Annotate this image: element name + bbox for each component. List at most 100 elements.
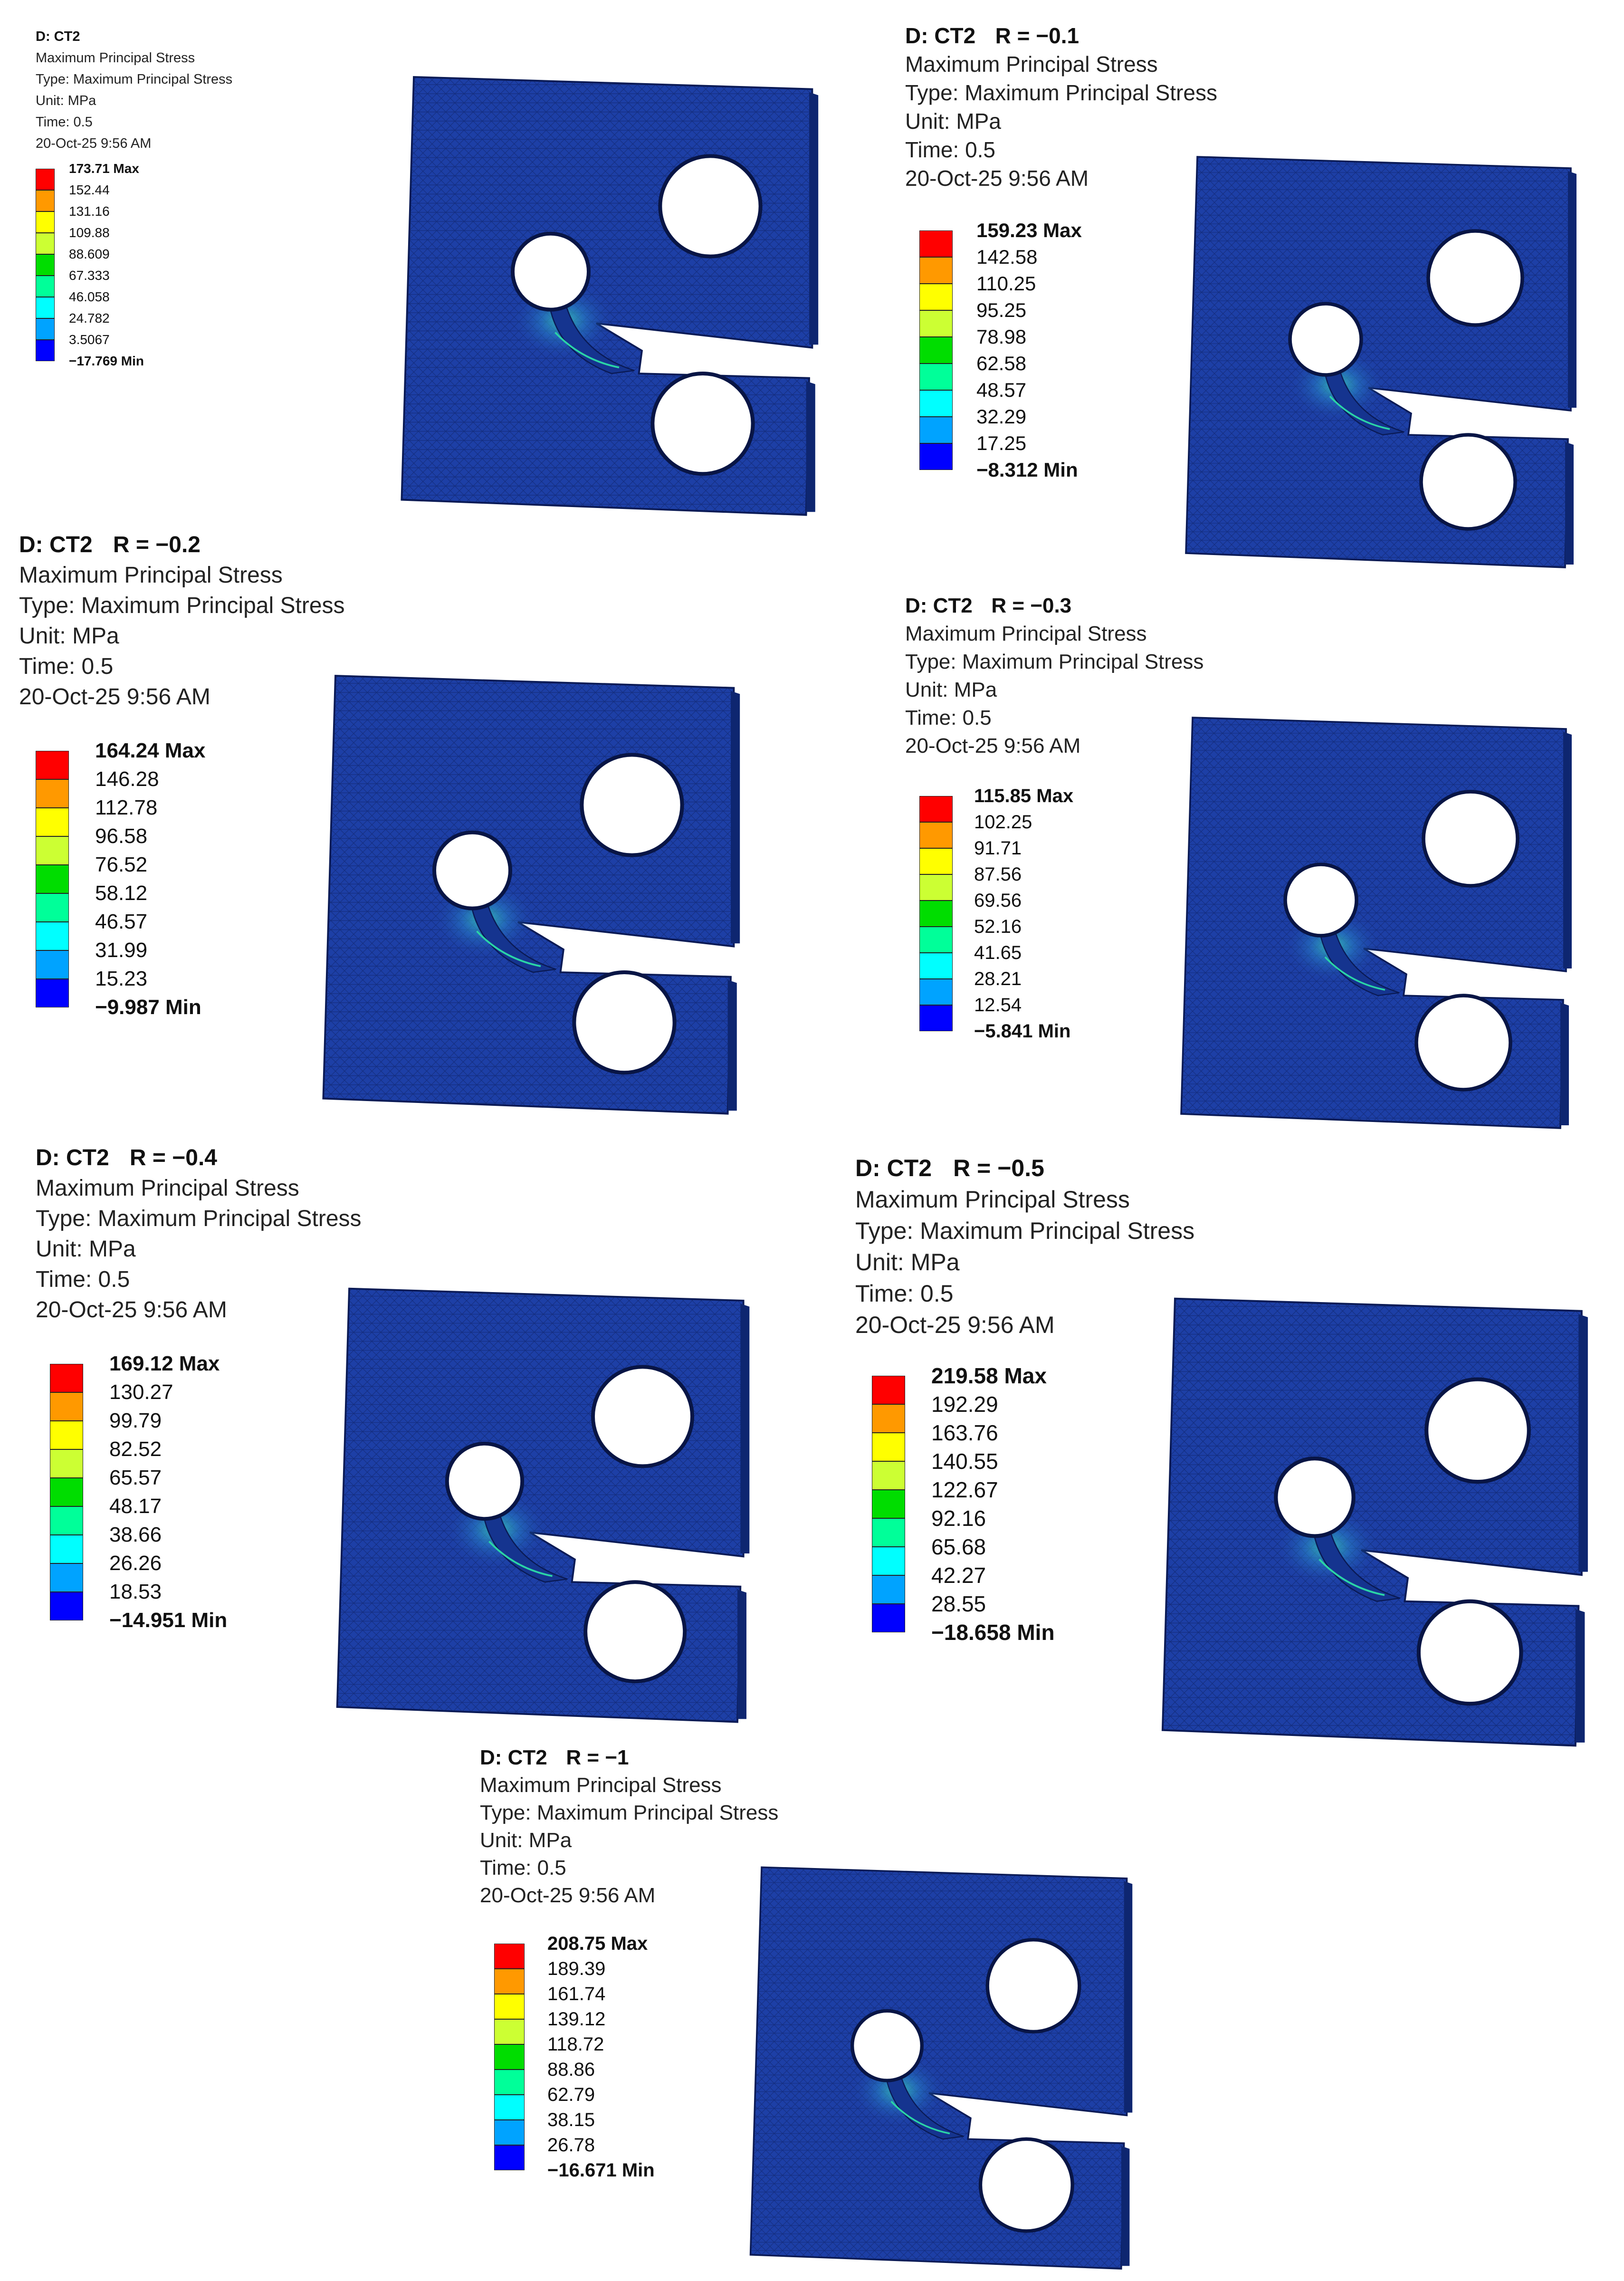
legend-label: 102.25	[974, 812, 1032, 833]
legend-label: 87.56	[974, 864, 1022, 885]
legend-label: 62.58	[976, 352, 1027, 374]
legend-swatch	[494, 1994, 525, 2019]
legend-swatch	[919, 1005, 953, 1031]
legend-swatch	[494, 2145, 525, 2170]
legend-label: 76.52	[95, 853, 148, 876]
legend-swatch	[50, 1449, 83, 1478]
legend-swatch	[50, 1535, 83, 1563]
legend-label: 58.12	[95, 882, 148, 905]
legend-label: 52.16	[974, 916, 1022, 937]
legend-label: 38.66	[109, 1523, 162, 1546]
legend-swatch	[494, 2120, 525, 2145]
legend-swatch	[36, 922, 69, 950]
legend-swatch	[50, 1563, 83, 1592]
legend-swatch	[919, 390, 953, 417]
date-text: 20-Oct-25 9:56 AM	[905, 734, 1081, 757]
result-name: Maximum Principal Stress	[905, 52, 1158, 77]
legend-label: 46.058	[69, 289, 110, 304]
legend-swatch	[494, 2095, 525, 2120]
legend-swatch	[872, 1575, 905, 1604]
legend-max-label: 208.75 Max	[547, 1933, 648, 1954]
legend-min-label: −8.312 Min	[976, 459, 1078, 481]
legend-label: 18.53	[109, 1580, 162, 1603]
legend-swatch	[919, 874, 953, 901]
time-text: Time: 0.5	[36, 115, 93, 130]
legend-label: 95.25	[976, 299, 1027, 321]
date-text: 20-Oct-25 9:56 AM	[480, 1884, 656, 1907]
legend-label: 140.55	[931, 1449, 998, 1474]
legend-label: 112.78	[95, 796, 158, 819]
legend-label: 48.17	[109, 1495, 162, 1518]
legend-swatch	[50, 1592, 83, 1620]
date-text: 20-Oct-25 9:56 AM	[19, 684, 210, 709]
info-block: D: CT2 R = −0.5 Maximum Principal Stress …	[855, 1152, 1194, 1341]
legend-swatch	[919, 257, 953, 284]
legend-label: 12.54	[974, 995, 1022, 1016]
ct-specimen-model	[715, 1853, 1143, 2271]
legend-swatch	[50, 1364, 83, 1392]
legend-swatch	[494, 2070, 525, 2095]
legend-label: 139.12	[547, 2009, 606, 2030]
legend-swatch	[872, 1404, 905, 1433]
legend-swatch	[494, 1944, 525, 1969]
legend-label: 161.74	[547, 1984, 606, 2004]
legend-label: 131.16	[69, 204, 110, 219]
legend-swatch	[919, 953, 953, 979]
legend-swatch	[494, 1969, 525, 1994]
info-block: D: CT2 R = −0.1 Maximum Principal Stress …	[905, 21, 1217, 192]
legend-swatch	[36, 233, 55, 254]
legend-swatch	[872, 1547, 905, 1575]
legend-label: 110.25	[976, 272, 1036, 295]
legend-label: 67.333	[69, 268, 110, 283]
legend-label: 48.57	[976, 379, 1027, 401]
legend-swatch	[494, 2044, 525, 2070]
legend-swatch	[36, 808, 69, 836]
legend-label: 42.27	[931, 1563, 986, 1588]
panel-title: D: CT2 R = −0.3	[905, 594, 1072, 617]
legend-swatch	[50, 1506, 83, 1535]
unit-text: Unit: MPa	[480, 1829, 572, 1852]
time-text: Time: 0.5	[19, 654, 114, 679]
result-name: Maximum Principal Stress	[36, 1176, 299, 1201]
legend-swatch	[919, 822, 953, 848]
legend-label: 26.78	[547, 2135, 595, 2156]
panel-title: D: CT2 R = −0.2	[19, 532, 201, 557]
result-type: Type: Maximum Principal Stress	[36, 1206, 362, 1231]
legend-swatch	[494, 2019, 525, 2044]
legend-label: 152.44	[69, 182, 110, 197]
legend-label: 130.27	[109, 1380, 173, 1404]
legend-swatch	[36, 169, 55, 190]
legend-swatch	[919, 230, 953, 257]
legend-label: 192.29	[931, 1392, 998, 1417]
legend-label: 15.23	[95, 967, 148, 990]
legend-max-label: 164.24 Max	[95, 739, 206, 762]
date-text: 20-Oct-25 9:56 AM	[36, 1297, 227, 1323]
time-text: Time: 0.5	[905, 137, 996, 162]
legend-max-label: 169.12 Max	[109, 1352, 220, 1375]
legend-max-label: 219.58 Max	[931, 1363, 1047, 1388]
legend-swatch	[872, 1433, 905, 1461]
legend-swatch	[36, 318, 55, 340]
legend-label: 69.56	[974, 890, 1022, 911]
legend-label: 41.65	[974, 942, 1022, 963]
legend-label: 109.88	[69, 225, 110, 240]
legend-label: 99.79	[109, 1409, 162, 1432]
legend-label: 17.25	[976, 432, 1027, 454]
legend-swatch	[36, 865, 69, 893]
result-type: Type: Maximum Principal Stress	[905, 650, 1204, 673]
legend-label: 142.58	[976, 246, 1038, 268]
legend-label: 65.68	[931, 1534, 986, 1559]
legend-label: 46.57	[95, 910, 148, 933]
legend-max-label: 115.85 Max	[974, 786, 1074, 806]
result-type: Type: Maximum Principal Stress	[19, 593, 345, 618]
unit-text: Unit: MPa	[36, 93, 96, 108]
legend-swatch	[872, 1376, 905, 1404]
unit-text: Unit: MPa	[905, 678, 997, 701]
legend-label: 122.67	[931, 1477, 998, 1502]
time-text: Time: 0.5	[480, 1856, 566, 1879]
legend-swatch	[36, 211, 55, 233]
legend-swatch	[919, 417, 953, 443]
legend-label: 38.15	[547, 2109, 595, 2130]
info-block: D: CT2 R = −0.2 Maximum Principal Stress …	[19, 530, 345, 712]
time-text: Time: 0.5	[855, 1280, 954, 1307]
